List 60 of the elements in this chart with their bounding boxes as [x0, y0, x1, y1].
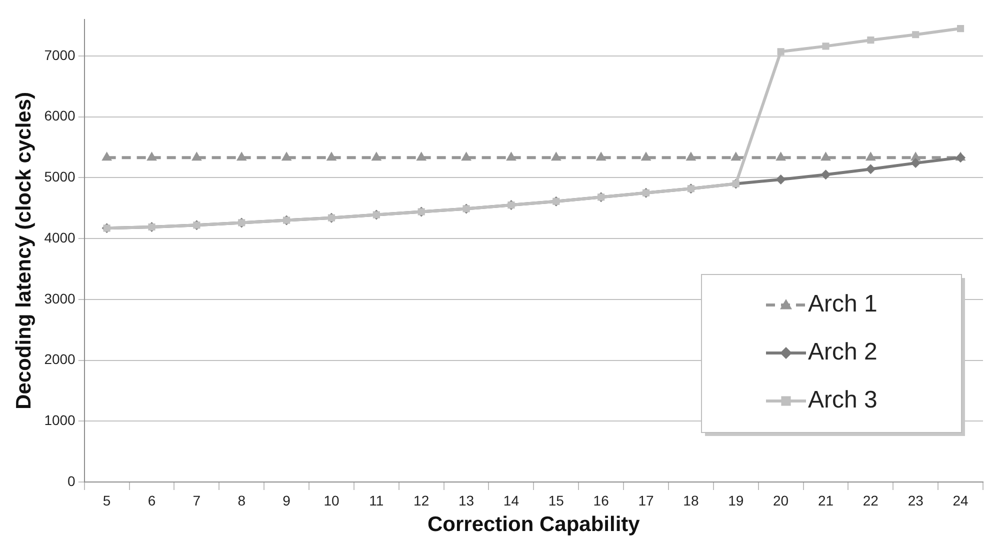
legend-label: Arch 1	[808, 290, 878, 318]
point	[866, 164, 876, 174]
point	[822, 42, 830, 50]
point	[102, 152, 112, 161]
x-tick-label: 24	[952, 492, 969, 508]
point	[326, 152, 337, 161]
point	[777, 48, 784, 56]
x-tick-label: 22	[862, 492, 879, 508]
point	[461, 152, 472, 161]
point	[236, 152, 247, 161]
x-tick-label: 19	[728, 492, 744, 508]
x-axis-title: Correction Capability	[427, 513, 640, 536]
point	[506, 152, 516, 161]
x-tick-label: 10	[324, 492, 340, 508]
point	[912, 31, 920, 38]
x-tick-label: 7	[192, 492, 201, 508]
point	[730, 152, 742, 161]
x-tick-label: 13	[458, 492, 474, 508]
point	[776, 174, 786, 184]
y-tick-label: 7000	[44, 46, 76, 63]
y-tick-label: 1000	[44, 412, 76, 428]
point	[281, 152, 292, 161]
x-tick-label: 21	[818, 492, 834, 508]
point	[776, 152, 786, 161]
x-tick-label: 18	[683, 492, 699, 508]
point	[865, 152, 876, 161]
x-tick-label: 20	[773, 492, 789, 508]
point	[820, 152, 831, 161]
x-tick-label: 6	[148, 492, 156, 508]
point	[191, 152, 202, 161]
point	[910, 158, 921, 168]
x-tick-label: 14	[503, 492, 520, 508]
point	[371, 152, 382, 161]
point	[867, 36, 874, 44]
y-axis-title: Decoding latency (clock cycles)	[12, 92, 36, 410]
point	[686, 152, 696, 161]
point	[596, 152, 606, 161]
y-tick-label: 4000	[44, 229, 76, 246]
point	[550, 152, 562, 161]
legend-label: Arch 2	[808, 338, 878, 366]
x-tick-label: 23	[908, 492, 924, 508]
x-tick-label: 17	[638, 492, 654, 508]
x-tick-label: 16	[593, 492, 610, 508]
y-tick-label: 6000	[44, 108, 76, 124]
x-tick-label: 12	[414, 492, 430, 508]
point	[640, 152, 652, 161]
point	[957, 24, 964, 32]
y-tick-label: 0	[68, 472, 76, 489]
x-tick-label: 5	[102, 492, 111, 508]
x-tick-label: 15	[548, 492, 564, 508]
y-tick-label: 2000	[44, 351, 76, 368]
legend-label: Arch 3	[808, 386, 878, 414]
y-tick-label: 3000	[44, 290, 76, 306]
point	[146, 152, 157, 161]
x-tick-label: 9	[282, 492, 291, 508]
point	[820, 170, 831, 180]
x-tick-label: 8	[238, 492, 246, 508]
y-tick-label: 5000	[44, 168, 76, 185]
x-tick-label: 11	[369, 492, 384, 508]
point	[416, 152, 427, 161]
